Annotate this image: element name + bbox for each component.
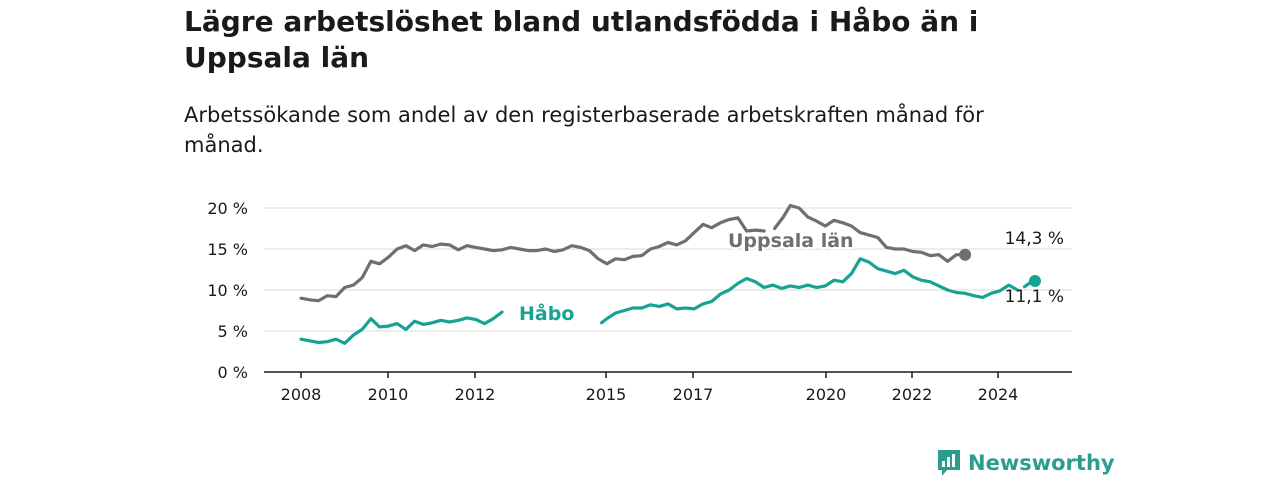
x-tick-label: 2010 (368, 385, 409, 404)
series-end-point (1029, 274, 1041, 287)
series-end-point (959, 248, 972, 261)
brand-name: Newsworthy (968, 451, 1115, 475)
x-tick-label: 2020 (806, 385, 847, 404)
chart-title: Lägre arbetslöshet bland utlandsfödda i … (184, 5, 979, 74)
brand-logo: Newsworthy (936, 448, 1115, 478)
y-tick-label: 10 % (207, 281, 248, 300)
series-label-uppsala: Uppsala län (728, 230, 854, 252)
newsworthy-logo-icon (938, 450, 960, 476)
x-tick-label: 2017 (673, 385, 714, 404)
series-line-uppsala (299, 216, 766, 303)
end-value-label-uppsala: 14,3 % (1005, 229, 1064, 249)
x-tick-label: 2024 (978, 385, 1019, 404)
y-tick-label: 20 % (207, 199, 248, 218)
y-tick-label: 5 % (218, 322, 248, 341)
series-line-habo (299, 310, 504, 345)
end-value-label-habo: 11,1 % (1005, 287, 1064, 307)
x-tick-label: 2015 (586, 385, 627, 404)
series-line-uppsala (773, 203, 967, 263)
x-tick-label: 2022 (892, 385, 933, 404)
series-line-habo (600, 257, 1020, 325)
chart-subtitle: Arbetssökande som andel av den registerb… (184, 103, 984, 157)
x-tick-label: 2008 (281, 385, 322, 404)
y-tick-label: 0 % (218, 363, 248, 382)
series-label-habo: Håbo (519, 301, 574, 325)
y-tick-label: 15 % (207, 240, 248, 259)
x-tick-label: 2012 (455, 385, 496, 404)
